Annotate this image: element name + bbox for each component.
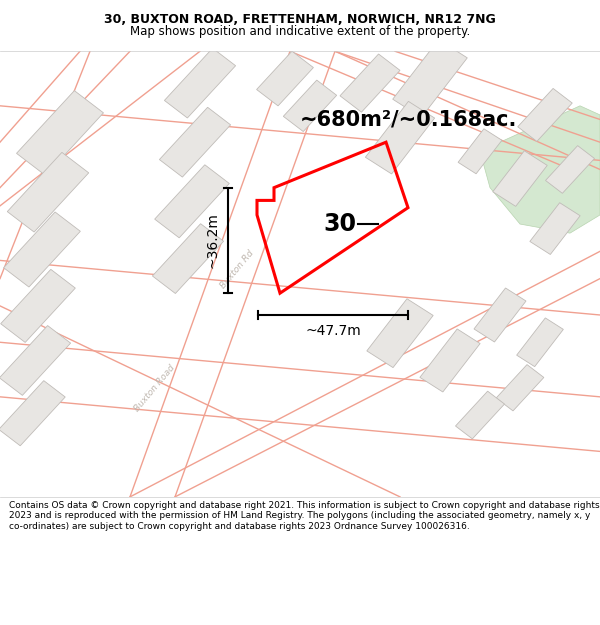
Polygon shape (420, 329, 480, 392)
Polygon shape (367, 299, 433, 368)
Polygon shape (17, 91, 103, 176)
Polygon shape (0, 381, 65, 446)
Polygon shape (480, 106, 600, 233)
Polygon shape (152, 224, 224, 294)
Text: Contains OS data © Crown copyright and database right 2021. This information is : Contains OS data © Crown copyright and d… (9, 501, 599, 531)
Polygon shape (517, 318, 563, 367)
Polygon shape (393, 39, 467, 118)
Text: Buxton Road: Buxton Road (133, 362, 177, 413)
Polygon shape (458, 129, 502, 174)
Polygon shape (455, 391, 505, 439)
Polygon shape (155, 165, 229, 238)
Polygon shape (1, 269, 76, 342)
Text: ~680m²/~0.168ac.: ~680m²/~0.168ac. (300, 109, 517, 129)
Polygon shape (283, 80, 337, 131)
Polygon shape (257, 51, 313, 106)
Text: ~36.2m: ~36.2m (205, 213, 219, 268)
Polygon shape (474, 288, 526, 342)
Text: Buxton Rd: Buxton Rd (218, 249, 256, 291)
Polygon shape (160, 107, 230, 177)
Text: ~47.7m: ~47.7m (305, 324, 361, 338)
Polygon shape (340, 54, 400, 112)
Polygon shape (518, 89, 572, 141)
Polygon shape (7, 152, 89, 232)
Text: 30: 30 (323, 212, 356, 236)
Polygon shape (545, 146, 595, 193)
Polygon shape (365, 101, 434, 174)
Polygon shape (0, 326, 71, 396)
Polygon shape (496, 364, 544, 411)
Text: 30, BUXTON ROAD, FRETTENHAM, NORWICH, NR12 7NG: 30, BUXTON ROAD, FRETTENHAM, NORWICH, NR… (104, 12, 496, 26)
Text: Map shows position and indicative extent of the property.: Map shows position and indicative extent… (130, 26, 470, 39)
Polygon shape (164, 48, 236, 118)
Polygon shape (4, 212, 80, 287)
Polygon shape (530, 202, 580, 254)
Polygon shape (493, 151, 547, 206)
